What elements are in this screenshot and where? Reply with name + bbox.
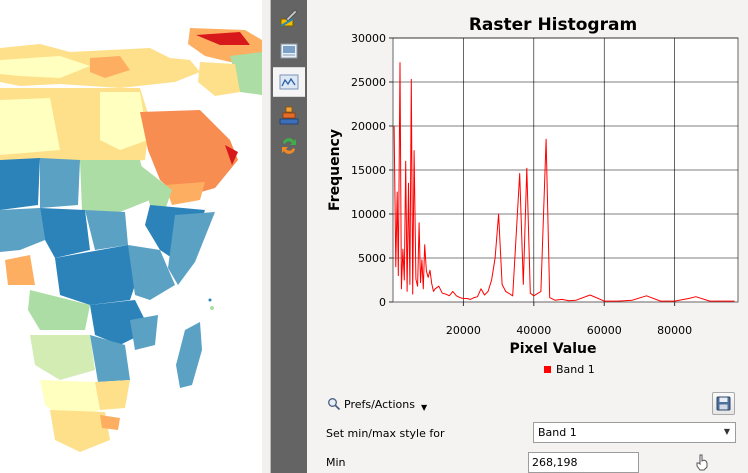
chart-legend: Band 1 [544,363,595,376]
y-tick-label: 15000 [351,164,386,177]
rendering-icon [282,138,296,154]
histogram-icon [279,74,299,90]
y-axis-ticks: 0 5000 10000 15000 20000 25000 30000 [351,32,393,309]
pick-min-from-chart-button[interactable] [692,452,712,472]
chevron-down-icon: ▼ [420,402,428,412]
map-canvas[interactable] [0,0,262,473]
layer-styling-toolbar [271,0,307,473]
histogram-panel: Raster Histogram 0 5000 10000 15000 20000 250… [307,0,748,473]
y-tick-label: 20000 [351,120,386,133]
legend-swatch [544,366,551,373]
x-tick-label: 40000 [516,324,551,337]
y-axis-label: Frequency [327,129,343,211]
x-tick-label: 60000 [587,324,622,337]
grid-lines [393,37,738,302]
series-line-band-1 [393,62,735,302]
histogram-tab[interactable] [273,67,305,97]
pyramids-tab[interactable] [273,100,305,130]
magnifier-gear-icon [328,398,341,411]
transparency-tab[interactable] [273,36,305,66]
chevron-down-icon: ▼ [723,427,730,436]
raster-histogram-chart[interactable]: Raster Histogram 0 5000 10000 15000 20000 250… [307,0,748,385]
rendering-tab[interactable] [273,131,305,161]
band-select-value: Band 1 [538,426,577,439]
y-tick-label: 30000 [351,32,386,45]
legend-label: Band 1 [556,363,595,376]
save-icon [716,396,731,411]
pyramids-icon [279,106,299,125]
y-tick-label: 0 [379,296,386,309]
x-axis-label: Pixel Value [509,341,596,357]
paint-brush-icon [280,9,298,27]
series-group [393,62,735,302]
chart-title: Raster Histogram [469,15,637,35]
y-tick-label: 25000 [351,76,386,89]
min-label: Min [326,456,346,469]
minmax-style-label: Set min/max style for [326,427,445,440]
save-histogram-button[interactable] [712,392,735,415]
choropleth-map [0,28,262,452]
band-select[interactable]: Band 1 ▼ [533,422,736,443]
y-tick-label: 10000 [351,208,386,221]
transparency-icon [280,43,298,59]
min-value-input[interactable] [528,452,639,473]
x-tick-label: 20000 [446,324,481,337]
y-tick-label: 5000 [358,252,386,265]
prefs-actions-label: Prefs/Actions [344,397,415,411]
x-tick-label: 80000 [657,324,692,337]
prefs-actions-button[interactable]: Prefs/Actions ▼ [327,394,427,414]
symbology-tab[interactable] [273,3,305,33]
pointer-hand-icon [696,454,708,471]
x-axis-ticks: 20000 40000 60000 80000 [446,302,692,337]
panel-splitter[interactable] [262,0,271,473]
